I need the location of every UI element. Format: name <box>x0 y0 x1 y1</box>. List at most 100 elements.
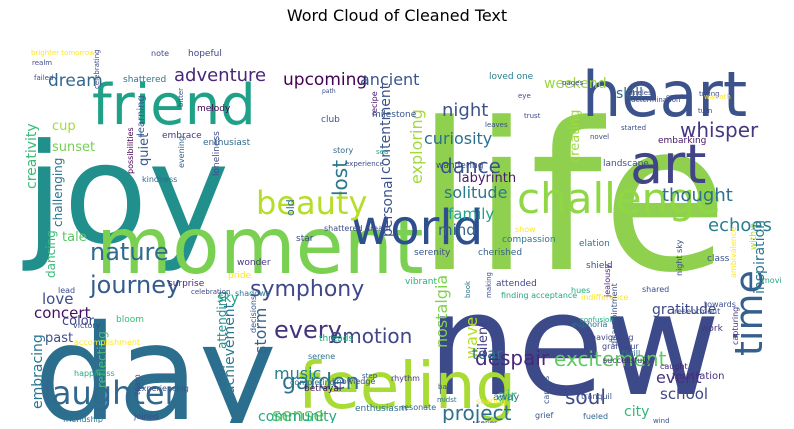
word-surprise: surprise <box>168 279 205 289</box>
word-family: family <box>448 205 494 223</box>
word-completing: completing <box>290 378 335 387</box>
word-step: step <box>362 372 378 380</box>
word-despair: despair <box>475 346 550 370</box>
word-grandeur: grandeur <box>602 342 639 351</box>
word-movie: movie <box>762 276 782 285</box>
word-hues: hues <box>571 286 590 295</box>
word-creativity: creativity <box>24 123 40 189</box>
word-ancient: ancient <box>360 70 419 89</box>
word-towards: towards <box>704 300 736 309</box>
word-dancing: dancing <box>44 230 58 278</box>
word-leaves: leaves <box>485 121 508 129</box>
word-symphony: symphony <box>250 277 364 302</box>
word-loneliness: loneliness <box>212 131 222 176</box>
word-sky: sky <box>217 291 239 306</box>
word-whisper: whisper <box>680 118 759 142</box>
word-sense: sense <box>272 405 324 423</box>
word-emotion: emotion <box>330 324 412 348</box>
word-art: art <box>630 133 706 196</box>
word-euphoria: euphoria <box>572 320 608 329</box>
word-embarking: embarking <box>658 136 706 146</box>
word-friendship: friendship <box>63 415 103 423</box>
word-garden: garden <box>282 370 360 395</box>
word-finding-acceptance: finding acceptance <box>501 291 577 300</box>
word-failed: failed <box>34 74 53 82</box>
word-friend: friend <box>92 73 256 138</box>
word-adventure: adventure <box>174 65 266 86</box>
word-story: story <box>333 146 353 155</box>
word-series: series <box>477 419 498 423</box>
word-curiosity: curiosity <box>424 129 492 148</box>
word-compassion: compassion <box>502 235 556 245</box>
word-grief: grief <box>535 411 554 420</box>
word-quiet: quiet <box>137 133 152 166</box>
word-silent: silent <box>476 322 491 357</box>
word-community: community <box>258 409 337 423</box>
word-wonder: wonder <box>237 258 271 268</box>
word-night: night <box>442 100 488 121</box>
word-tear: tear <box>472 345 503 363</box>
word-laughter: laughter <box>43 374 179 412</box>
word-soaring: soaring <box>476 397 506 406</box>
word-loved-one: loved one <box>489 72 534 82</box>
word-embrace: embrace <box>162 131 202 141</box>
word-shattered-dream: shattered dream <box>324 224 391 233</box>
word-victory: victory <box>73 321 101 330</box>
word-contentment: contentment <box>378 83 394 174</box>
word-sunset: sunset <box>52 140 95 155</box>
word-shared: shared <box>642 285 669 294</box>
word-serenity: serenity <box>414 248 451 258</box>
word-tale: tale <box>62 230 87 245</box>
word-indifference: indifference <box>581 293 629 302</box>
word-bitter: bitter <box>177 88 185 107</box>
word-new: new <box>427 263 721 423</box>
word-landscape: landscape <box>603 159 649 169</box>
word-realm: realm <box>32 59 52 67</box>
word-accomplishment: accomplishment <box>74 338 140 347</box>
word-nature: nature <box>90 238 169 266</box>
word-every: every <box>274 316 342 344</box>
word-rhythm: rhythm <box>391 374 420 383</box>
word-storm: storm <box>251 308 270 354</box>
word-warmth: warmth <box>704 93 731 101</box>
word-journey: journey <box>89 271 180 299</box>
word-achievement: achievement <box>222 302 238 394</box>
word-successfully: successfully <box>603 356 652 365</box>
word-solitude: solitude <box>444 183 507 202</box>
word-thought: thought <box>662 185 733 206</box>
word-making: making <box>485 272 493 298</box>
word-tranquil: tranquil <box>581 392 612 401</box>
word-learning: learning <box>136 95 147 136</box>
word-trust: trust <box>524 112 541 120</box>
word-determination: determination <box>631 96 680 104</box>
word-team: team <box>133 374 142 395</box>
word-happiness: happiness <box>74 369 115 378</box>
word-beauty: beauty <box>256 184 367 222</box>
word-canvas: canvas <box>542 376 551 404</box>
word-bloom: bloom <box>116 315 144 325</box>
word-milestone: milestone <box>372 110 417 120</box>
word-feeling: feeling <box>298 350 516 423</box>
word-path: path <box>322 88 336 95</box>
word-wandering: wandering <box>436 161 483 171</box>
word-wave: wave <box>462 317 481 359</box>
word-started: started <box>621 124 646 132</box>
word-exploring: exploring <box>407 109 426 184</box>
word-experience: experience <box>345 160 384 168</box>
word-create: create <box>666 93 688 101</box>
word-labyrinth: labyrinth <box>458 171 516 186</box>
word-color: color <box>62 314 95 329</box>
word-city: city <box>624 404 649 420</box>
word-event: event <box>656 368 702 387</box>
word-old: old <box>284 199 297 216</box>
word-life: life <box>416 80 728 318</box>
word-inspiration: inspiration <box>752 220 768 294</box>
word-class: class <box>707 254 730 264</box>
word-nostalgia: nostalgia <box>432 275 451 348</box>
word-vibrant: vibrant <box>405 277 437 287</box>
word-project: project <box>442 401 512 423</box>
word-jealousy: jealousy <box>603 264 612 298</box>
word-dream: dream <box>48 71 103 91</box>
word-music: music <box>274 364 321 383</box>
word-time: time <box>727 270 771 356</box>
